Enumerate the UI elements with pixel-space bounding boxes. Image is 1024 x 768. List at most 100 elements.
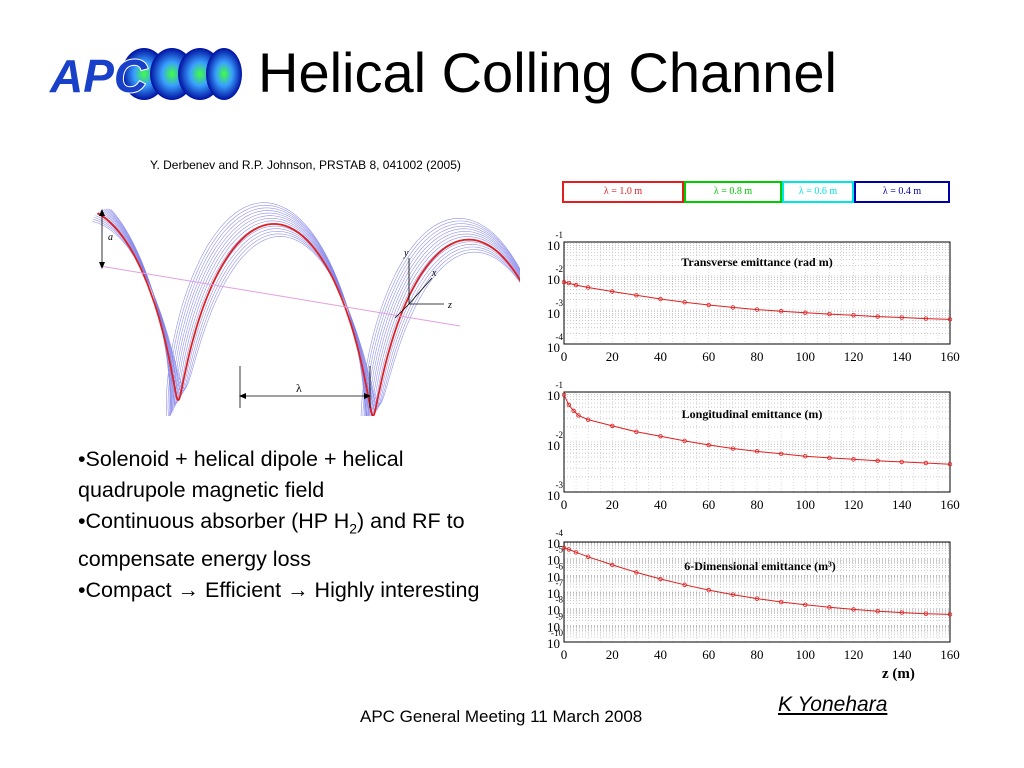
apc-logo: APC	[48, 48, 242, 103]
x-tick-label: 40	[654, 497, 667, 512]
data-point	[658, 576, 663, 582]
x-tick-label: 120	[844, 497, 864, 512]
legend-item-1: λ = 1.0 m	[562, 181, 684, 203]
x-tick-label: 100	[796, 497, 816, 512]
svg-text:10: 10	[547, 536, 560, 551]
data-point	[730, 592, 736, 597]
data-point	[947, 461, 953, 467]
data-point	[706, 587, 711, 593]
series-line	[563, 281, 951, 320]
data-point	[682, 582, 687, 588]
data-point	[778, 599, 784, 605]
y-tick-label: 10-5	[547, 545, 563, 568]
x-tick-label: 20	[606, 647, 619, 662]
svg-text:-3: -3	[556, 298, 564, 308]
bullet-1: •Solenoid + helical dipole + helical qua…	[78, 447, 404, 502]
y-tick-label: 10-2	[547, 430, 563, 453]
helix-strand	[97, 212, 520, 416]
data-point	[730, 305, 736, 310]
svg-text:-5: -5	[556, 545, 564, 555]
reference-orbit-line	[97, 212, 520, 416]
axis-y-label: y	[403, 248, 409, 259]
footer-text: APC General Meeting 11 March 2008	[360, 707, 643, 726]
svg-text:10: 10	[547, 569, 560, 584]
x-tick-label: 100	[796, 647, 816, 662]
helix-strand	[92, 221, 520, 405]
plot-frame	[563, 391, 951, 493]
helix-strand	[94, 217, 520, 410]
data-point	[561, 545, 567, 550]
data-point	[827, 455, 832, 461]
legend-item-4: λ = 0.4 m	[854, 181, 950, 203]
data-point	[571, 408, 576, 414]
x-tick-label: 100	[796, 349, 816, 364]
helix-strand	[105, 208, 520, 416]
y-tick-label: 10-9	[547, 611, 563, 634]
slide-title: Helical Colling Channel	[258, 41, 837, 104]
data-point	[875, 314, 880, 319]
chart-title: 6-Dimensional emittance (m³)	[684, 559, 836, 573]
svg-text:10: 10	[547, 340, 560, 355]
y-tick-label: 10-3	[547, 298, 563, 321]
data-point	[851, 457, 856, 462]
data-point	[754, 307, 760, 312]
axis-x-line	[408, 277, 433, 305]
data-point	[754, 449, 760, 454]
author-link[interactable]: K Yonehara	[778, 693, 888, 716]
data-point	[947, 612, 953, 617]
data-point	[899, 459, 904, 465]
wavelength-legend: λ = 1.0 m λ = 0.8 m λ = 0.6 m λ = 0.4 m	[562, 181, 954, 205]
data-point	[851, 313, 856, 318]
svg-text:-4: -4	[556, 332, 564, 342]
data-point	[634, 570, 639, 575]
data-point	[585, 285, 591, 290]
citation: Y. Derbenev and R.P. Johnson, PRSTAB 8, …	[150, 158, 461, 172]
svg-text:10: 10	[547, 238, 560, 253]
y-tick-label: 10-4	[547, 528, 563, 551]
x-tick-label: 120	[844, 349, 864, 364]
radius-arrow-top	[99, 209, 105, 216]
svg-text:10: 10	[547, 636, 560, 651]
series-line	[563, 394, 951, 465]
data-point	[803, 602, 808, 608]
y-tick-label: 10-4	[547, 332, 563, 355]
x-axis-label: z (m)	[882, 666, 915, 682]
bullet-list: •Solenoid + helical dipole + helical qua…	[78, 444, 498, 606]
label-lambda: λ	[296, 381, 302, 395]
data-point	[899, 610, 904, 615]
helix-axis-line	[99, 265, 461, 327]
x-tick-label: 20	[606, 497, 619, 512]
x-tick-label: 140	[892, 647, 912, 662]
data-point	[706, 302, 711, 308]
data-point	[610, 423, 615, 429]
svg-text:-4: -4	[556, 528, 564, 538]
data-point	[610, 289, 615, 294]
data-point	[634, 429, 639, 434]
svg-text:10: 10	[547, 603, 560, 618]
x-tick-label: 160	[940, 349, 960, 364]
legend-item-2: λ = 0.8 m	[684, 181, 782, 203]
data-point	[561, 392, 567, 397]
svg-text:-6: -6	[556, 561, 564, 571]
svg-text:-1: -1	[556, 380, 564, 390]
data-point	[658, 296, 663, 302]
svg-text:10: 10	[547, 488, 560, 503]
svg-text:10: 10	[547, 306, 560, 321]
data-point	[682, 299, 687, 305]
axis-z-label: z	[447, 300, 452, 311]
svg-text:-9: -9	[556, 611, 564, 621]
series-line	[563, 547, 951, 615]
x-tick-label: 140	[892, 349, 912, 364]
svg-text:-3: -3	[556, 480, 564, 490]
chart-title: Transverse emittance (rad m)	[681, 255, 832, 269]
y-tick-label: 10-3	[547, 480, 563, 503]
chart-transverse-emittance: 0 20 40 60 80 100 120 140 16010-110-210-310-4Tra…	[547, 230, 960, 364]
helix-strand	[100, 210, 520, 416]
y-tick-label: 10-1	[547, 230, 563, 253]
svg-text:-7: -7	[556, 578, 564, 588]
y-tick-label: 10-6	[547, 561, 563, 584]
bullet-3: •Compact → Efficient → Highly interestin…	[78, 578, 480, 603]
svg-text:-2: -2	[556, 264, 564, 274]
x-tick-label: 60	[702, 349, 715, 364]
data-point	[923, 460, 929, 466]
